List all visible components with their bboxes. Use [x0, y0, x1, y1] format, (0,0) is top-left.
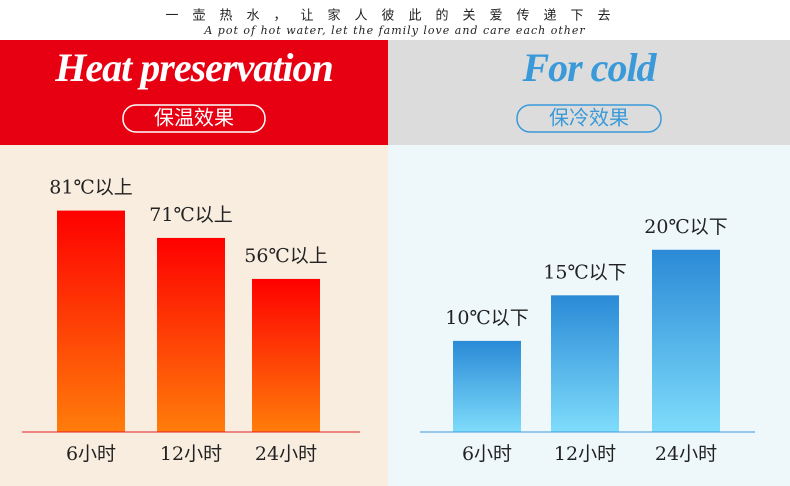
value-label: 56℃以上: [244, 245, 327, 267]
x-tick-label: 24小时: [255, 443, 317, 465]
value-label: 20℃以下: [644, 216, 727, 238]
x-tick-label: 6小时: [462, 443, 512, 465]
chart-title: For cold: [521, 45, 657, 90]
bar: [252, 278, 320, 432]
chart-subtitle: 保冷效果: [549, 106, 629, 130]
x-tick-label: 12小时: [554, 443, 616, 465]
header-slogan: 一壶热水，让家人彼此的关爱传递下去: [165, 8, 624, 24]
header-tagline: A pot of hot water, let the family love …: [203, 24, 585, 37]
bar: [57, 210, 125, 432]
chart-subtitle: 保温效果: [154, 106, 234, 130]
x-tick-label: 24小时: [655, 443, 717, 465]
title-band: [388, 40, 790, 145]
value-label: 10℃以下: [445, 307, 528, 329]
chart-title: Heat preservation: [54, 45, 332, 90]
x-tick-label: 6小时: [66, 443, 116, 465]
x-tick-label: 12小时: [160, 443, 222, 465]
bar: [652, 249, 720, 432]
subtitle-frame: [122, 104, 266, 133]
bar: [453, 340, 521, 432]
bar: [551, 295, 619, 432]
bar: [157, 237, 225, 432]
value-label: 81℃以上: [49, 177, 132, 199]
value-label: 71℃以上: [149, 204, 232, 226]
header-bg: [0, 0, 790, 40]
title-band: [0, 40, 388, 145]
value-label: 15℃以下: [543, 261, 626, 283]
subtitle-frame: [516, 104, 662, 133]
